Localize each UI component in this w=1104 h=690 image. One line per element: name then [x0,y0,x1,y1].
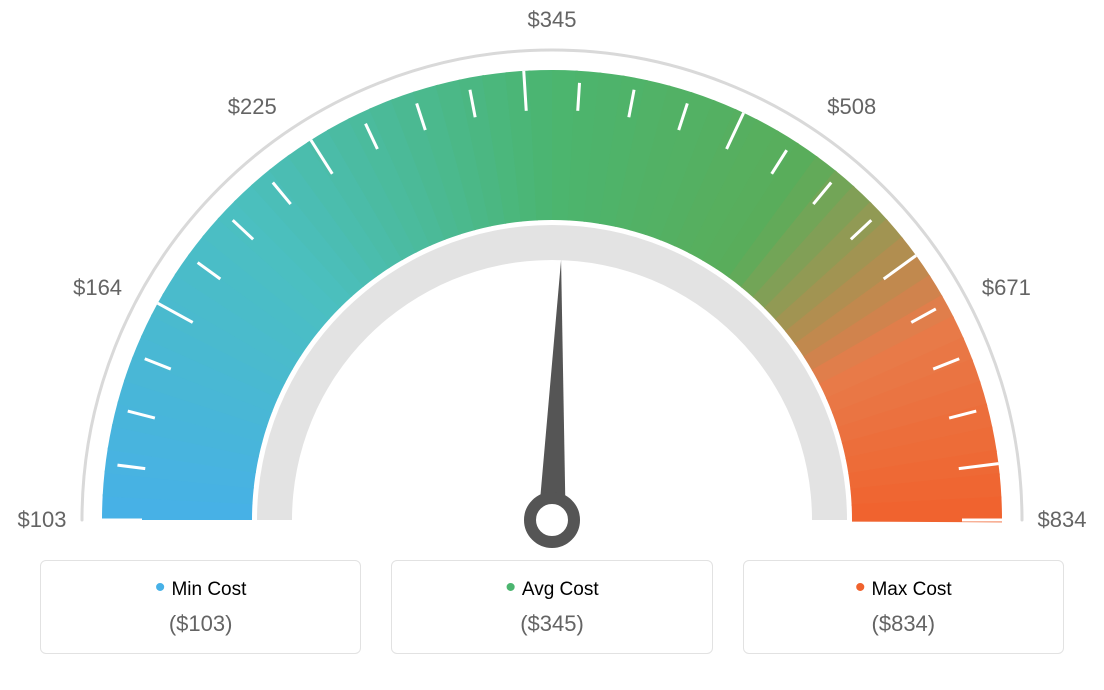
legend-card-max: •Max Cost ($834) [743,560,1064,654]
gauge-tick-label: $671 [982,275,1031,301]
legend-value-avg: ($345) [402,611,701,637]
legend-title-min: •Min Cost [51,579,350,601]
legend-title-text: Max Cost [871,579,951,600]
gauge-tick-label: $345 [528,7,577,33]
legend-title-avg: •Avg Cost [402,579,701,601]
legend-value-max: ($834) [754,611,1053,637]
legend-card-avg: •Avg Cost ($345) [391,560,712,654]
gauge-chart: $103 $164 $225 $345 $508 $671 $834 [0,0,1104,560]
legend-value-min: ($103) [51,611,350,637]
legend-card-min: •Min Cost ($103) [40,560,361,654]
legend-title-max: •Max Cost [754,579,1053,601]
dot-icon: • [855,571,866,604]
dot-icon: • [155,571,166,604]
gauge-svg [0,0,1104,560]
gauge-tick-label: $508 [827,94,876,120]
gauge-tick-label: $164 [73,275,122,301]
legend-row: •Min Cost ($103) •Avg Cost ($345) •Max C… [0,560,1104,674]
gauge-tick-label: $834 [1038,507,1087,533]
legend-title-text: Avg Cost [522,579,599,600]
dot-icon: • [505,571,516,604]
gauge-tick-label: $225 [228,94,277,120]
gauge-tick-label: $103 [18,507,67,533]
legend-title-text: Min Cost [171,579,246,600]
